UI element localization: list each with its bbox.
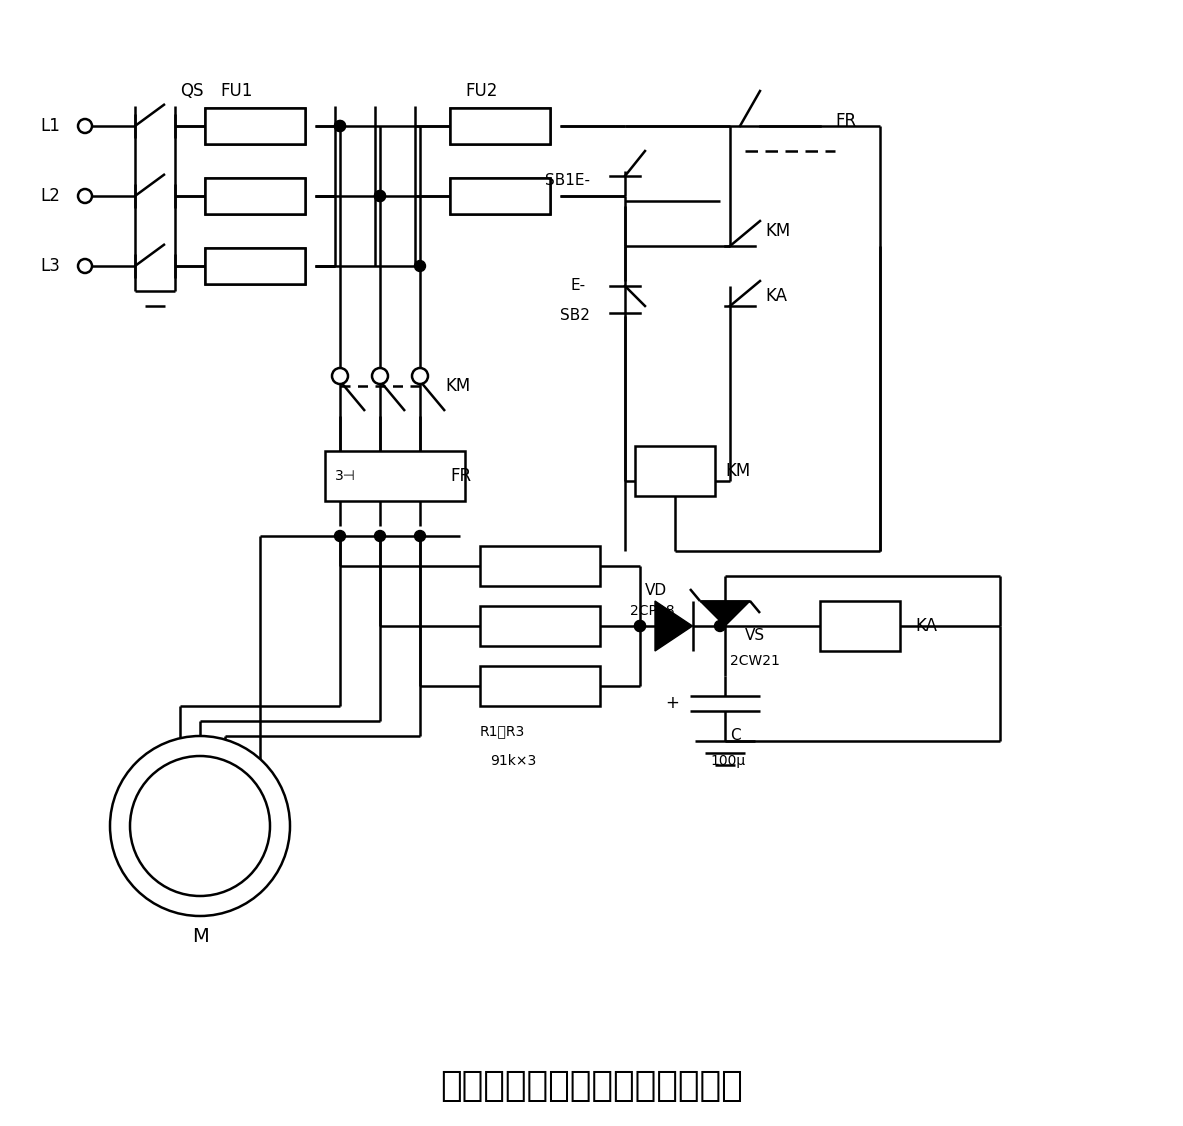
- Circle shape: [130, 756, 270, 896]
- Bar: [635, 446, 715, 495]
- Circle shape: [78, 189, 92, 203]
- Bar: [205, 108, 305, 144]
- Text: KA: KA: [914, 617, 937, 635]
- Circle shape: [110, 736, 290, 915]
- Bar: [450, 108, 550, 144]
- Text: R1～R3: R1～R3: [480, 724, 525, 738]
- Text: 2CP18: 2CP18: [631, 604, 674, 618]
- Text: SB2: SB2: [560, 309, 590, 323]
- Text: L2: L2: [40, 187, 60, 205]
- Text: +: +: [665, 695, 679, 713]
- Text: VS: VS: [745, 628, 765, 643]
- Text: QS: QS: [180, 82, 203, 100]
- Text: KM: KM: [765, 222, 790, 240]
- Bar: [325, 452, 465, 501]
- Circle shape: [78, 259, 92, 272]
- Polygon shape: [700, 601, 750, 626]
- Bar: [480, 606, 600, 646]
- Circle shape: [412, 368, 428, 384]
- Circle shape: [715, 620, 725, 632]
- Circle shape: [371, 368, 388, 384]
- Text: C: C: [730, 729, 741, 743]
- Circle shape: [335, 120, 345, 132]
- Text: FR: FR: [835, 111, 856, 129]
- Circle shape: [335, 120, 345, 132]
- Circle shape: [78, 119, 92, 133]
- Text: KA: KA: [765, 287, 787, 305]
- Text: 100μ: 100μ: [710, 754, 745, 768]
- Text: KM: KM: [445, 377, 471, 395]
- Bar: [820, 601, 900, 651]
- Text: 2CW21: 2CW21: [730, 654, 780, 668]
- Text: FU2: FU2: [465, 82, 497, 100]
- Bar: [480, 546, 600, 586]
- Text: L1: L1: [40, 117, 60, 135]
- Circle shape: [414, 260, 426, 271]
- Text: FU1: FU1: [220, 82, 252, 100]
- Circle shape: [335, 530, 345, 542]
- Text: L3: L3: [40, 257, 60, 275]
- Bar: [450, 178, 550, 214]
- Circle shape: [634, 620, 646, 632]
- Text: E-: E-: [570, 278, 586, 294]
- Bar: [205, 248, 305, 284]
- Circle shape: [332, 368, 348, 384]
- Circle shape: [414, 530, 426, 542]
- Text: M: M: [192, 927, 208, 946]
- Text: VD: VD: [645, 583, 667, 599]
- Bar: [450, 108, 550, 144]
- Circle shape: [634, 620, 646, 632]
- Circle shape: [375, 530, 386, 542]
- Text: 91k×3: 91k×3: [490, 754, 536, 768]
- Circle shape: [375, 190, 386, 202]
- Bar: [450, 178, 550, 214]
- Bar: [205, 178, 305, 214]
- Text: KM: KM: [725, 462, 750, 480]
- Circle shape: [375, 190, 386, 202]
- Text: SB1E-: SB1E-: [545, 173, 590, 188]
- Text: 三角形联结电动机断相保护电路: 三角形联结电动机断相保护电路: [440, 1069, 743, 1103]
- Bar: [205, 108, 305, 144]
- Text: FR: FR: [450, 467, 471, 485]
- Bar: [480, 665, 600, 706]
- Polygon shape: [655, 601, 692, 651]
- Bar: [205, 178, 305, 214]
- Bar: [205, 248, 305, 284]
- Text: 3⊣: 3⊣: [335, 470, 356, 483]
